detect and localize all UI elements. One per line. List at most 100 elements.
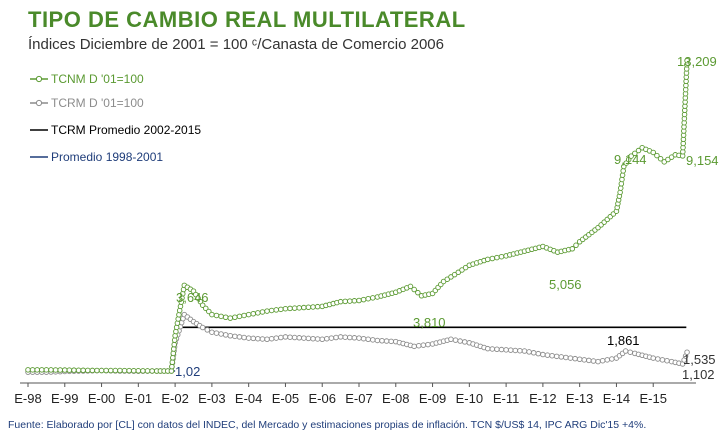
- data-point: [590, 358, 597, 364]
- data-point: [388, 338, 394, 345]
- data-point: [540, 351, 546, 358]
- data-point: [619, 172, 626, 178]
- data-point: [657, 155, 664, 162]
- data-point: [416, 342, 422, 349]
- data-point: [347, 334, 353, 341]
- data-point: [494, 346, 500, 353]
- data-point: [301, 335, 307, 341]
- data-point: [85, 367, 91, 374]
- data-point: [209, 329, 215, 335]
- data-point: [206, 308, 212, 315]
- data-point: [103, 367, 109, 374]
- data-point: [71, 367, 77, 373]
- data-point: [650, 149, 656, 156]
- data-point: [241, 334, 247, 341]
- data-point: [48, 367, 54, 373]
- data-point: [250, 335, 257, 342]
- data-point: [337, 334, 344, 340]
- source-footnote: Fuente: Elaborado por [CL] con datos del…: [8, 419, 647, 431]
- data-point: [34, 367, 40, 373]
- data-point: [209, 311, 215, 318]
- data-point: [222, 314, 229, 320]
- data-point: [407, 283, 414, 290]
- data-point: [351, 298, 358, 304]
- data-point: [319, 336, 325, 343]
- data-point: [379, 337, 385, 344]
- data-point: [222, 332, 229, 338]
- data-point: [112, 367, 119, 374]
- data-point: [620, 168, 626, 174]
- x-tick-label: E-03: [198, 391, 225, 406]
- data-point: [149, 368, 155, 374]
- value-label: 1,861: [607, 333, 640, 348]
- data-point: [632, 150, 638, 157]
- x-axis: E-98 E-99 E-00 E-01 E-02 E-03 E-04 E-05 E-06 E-07…: [14, 382, 696, 406]
- x-tick-label: E-11: [493, 391, 520, 406]
- data-point: [169, 359, 176, 365]
- data-point: [337, 298, 344, 305]
- data-point: [328, 335, 335, 341]
- data-point: [259, 336, 266, 342]
- data-point: [245, 335, 252, 341]
- x-tick-label: E-08: [382, 391, 409, 406]
- data-point: [140, 368, 146, 374]
- data-point: [448, 336, 454, 343]
- data-point: [544, 352, 551, 358]
- data-point: [576, 356, 583, 363]
- data-point: [126, 367, 132, 374]
- data-point: [347, 298, 353, 304]
- value-label: 13,209: [677, 54, 717, 69]
- value-label: 9,144: [614, 152, 647, 167]
- series-0: [25, 57, 690, 374]
- data-point: [356, 335, 362, 341]
- data-point: [553, 353, 560, 360]
- data-point: [282, 334, 289, 340]
- data-point: [171, 337, 178, 343]
- x-tick-label: E-98: [14, 391, 41, 406]
- value-label: 1,02: [175, 364, 200, 379]
- data-point: [498, 346, 505, 353]
- value-label: 9,154: [686, 153, 719, 168]
- data-point: [213, 312, 220, 319]
- data-point: [310, 335, 316, 342]
- x-tick-label: E-02: [161, 391, 188, 406]
- data-point: [517, 347, 523, 354]
- data-point: [342, 334, 348, 340]
- data-point: [227, 333, 234, 339]
- data-point: [461, 339, 468, 345]
- legend-label: TCRM Promedio 2002-2015: [51, 123, 201, 137]
- data-point: [489, 346, 496, 352]
- data-point: [650, 355, 656, 361]
- data-point: [296, 305, 302, 311]
- data-point: [654, 152, 660, 159]
- data-point: [569, 246, 576, 252]
- data-point: [94, 367, 100, 374]
- data-point: [204, 327, 211, 333]
- data-point: [558, 354, 565, 360]
- data-point: [255, 335, 261, 342]
- data-point: [66, 367, 73, 373]
- data-point: [484, 256, 491, 263]
- x-tick-label: E-07: [345, 391, 372, 406]
- data-point: [503, 347, 509, 353]
- data-point: [287, 305, 293, 312]
- x-tick-label: E-15: [639, 391, 666, 406]
- data-point: [457, 338, 463, 344]
- data-point: [622, 348, 629, 354]
- data-point: [420, 342, 427, 348]
- data-point: [273, 335, 280, 341]
- annotations: 13,209 9,144 9,154 5,056 3,810 3,646 1,861 1,53…: [175, 54, 719, 382]
- x-tick-label: E-13: [566, 391, 593, 406]
- data-point: [291, 334, 298, 341]
- data-point: [170, 346, 177, 352]
- chart-subtitle: Índices Diciembre de 2001 = 100 ᶜ/Canast…: [28, 36, 444, 53]
- data-point: [324, 335, 330, 342]
- x-tick-label: E-06: [308, 391, 335, 406]
- data-point: [62, 367, 68, 373]
- data-point: [117, 367, 123, 374]
- legend: TCNM D '01=100 TCRM D '01=100 TCRM Promedi…: [30, 72, 201, 164]
- legend-marker: [35, 75, 43, 83]
- data-point: [218, 313, 224, 320]
- data-point: [512, 347, 519, 354]
- value-label: 1,535: [683, 352, 716, 367]
